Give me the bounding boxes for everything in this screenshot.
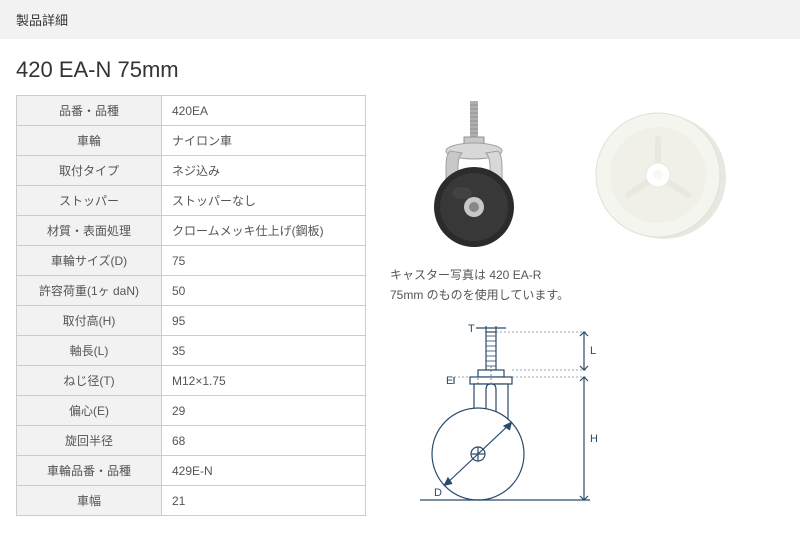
dimension-diagram: T L H xyxy=(390,324,610,514)
spec-label: 取付タイプ xyxy=(17,156,162,186)
table-row: 車輪ナイロン車 xyxy=(17,126,366,156)
spec-label: 材質・表面処理 xyxy=(17,216,162,246)
spec-label: 車輪サイズ(D) xyxy=(17,246,162,276)
spec-value: 75 xyxy=(162,246,366,276)
table-row: 車輪品番・品種429E-N xyxy=(17,456,366,486)
table-row: ねじ径(T)M12×1.75 xyxy=(17,366,366,396)
caption-line-1: キャスター写真は 420 EA-R xyxy=(390,268,541,282)
table-row: 許容荷重(1ヶ daN)50 xyxy=(17,276,366,306)
product-title: 420 EA-N 75mm xyxy=(0,39,800,95)
table-row: 車輪サイズ(D)75 xyxy=(17,246,366,276)
spec-value: クロームメッキ仕上げ(鋼板) xyxy=(162,216,366,246)
spec-value: 35 xyxy=(162,336,366,366)
spec-label: 旋回半径 xyxy=(17,426,162,456)
spec-value: 50 xyxy=(162,276,366,306)
table-row: 軸長(L)35 xyxy=(17,336,366,366)
caption-line-2: 75mm のものを使用しています。 xyxy=(390,288,569,302)
spec-value: 429E-N xyxy=(162,456,366,486)
spec-value: 95 xyxy=(162,306,366,336)
spec-label: 品番・品種 xyxy=(17,96,162,126)
dim-label-L: L xyxy=(590,345,596,357)
spec-value: 29 xyxy=(162,396,366,426)
caster-photo xyxy=(390,95,560,255)
table-row: 車幅21 xyxy=(17,486,366,516)
section-header: 製品詳細 xyxy=(0,0,800,39)
spec-value: ネジ込み xyxy=(162,156,366,186)
spec-label: 許容荷重(1ヶ daN) xyxy=(17,276,162,306)
spec-value: M12×1.75 xyxy=(162,366,366,396)
page-container: 製品詳細 420 EA-N 75mm 品番・品種420EA車輪ナイロン車取付タイ… xyxy=(0,0,800,516)
spec-table-body: 品番・品種420EA車輪ナイロン車取付タイプネジ込みストッパーストッパーなし材質… xyxy=(17,96,366,516)
spec-label: 車輪品番・品種 xyxy=(17,456,162,486)
spec-label: 車幅 xyxy=(17,486,162,516)
spec-label: 軸長(L) xyxy=(17,336,162,366)
image-caption: キャスター写真は 420 EA-R 75mm のものを使用しています。 xyxy=(390,265,784,306)
wheel-photo xyxy=(576,95,746,255)
dim-label-E: E xyxy=(446,375,453,387)
content-row: 品番・品種420EA車輪ナイロン車取付タイプネジ込みストッパーストッパーなし材質… xyxy=(0,95,800,516)
table-row: 旋回半径68 xyxy=(17,426,366,456)
spec-value: 21 xyxy=(162,486,366,516)
spec-value: ストッパーなし xyxy=(162,186,366,216)
table-row: 材質・表面処理クロームメッキ仕上げ(鋼板) xyxy=(17,216,366,246)
dim-label-H: H xyxy=(590,433,598,445)
table-row: 取付タイプネジ込み xyxy=(17,156,366,186)
section-header-label: 製品詳細 xyxy=(16,13,68,28)
right-column: キャスター写真は 420 EA-R 75mm のものを使用しています。 xyxy=(390,95,784,516)
spec-table: 品番・品種420EA車輪ナイロン車取付タイプネジ込みストッパーストッパーなし材質… xyxy=(16,95,366,516)
spec-value: 68 xyxy=(162,426,366,456)
dim-label-D: D xyxy=(434,487,442,499)
dim-label-T: T xyxy=(468,324,475,335)
spec-value: ナイロン車 xyxy=(162,126,366,156)
spec-label: 車輪 xyxy=(17,126,162,156)
spec-label: ストッパー xyxy=(17,186,162,216)
spec-value: 420EA xyxy=(162,96,366,126)
table-row: 取付高(H)95 xyxy=(17,306,366,336)
spec-label: 偏心(E) xyxy=(17,396,162,426)
spec-label: 取付高(H) xyxy=(17,306,162,336)
image-row xyxy=(390,95,784,255)
table-row: 偏心(E)29 xyxy=(17,396,366,426)
table-row: ストッパーストッパーなし xyxy=(17,186,366,216)
spec-label: ねじ径(T) xyxy=(17,366,162,396)
table-row: 品番・品種420EA xyxy=(17,96,366,126)
